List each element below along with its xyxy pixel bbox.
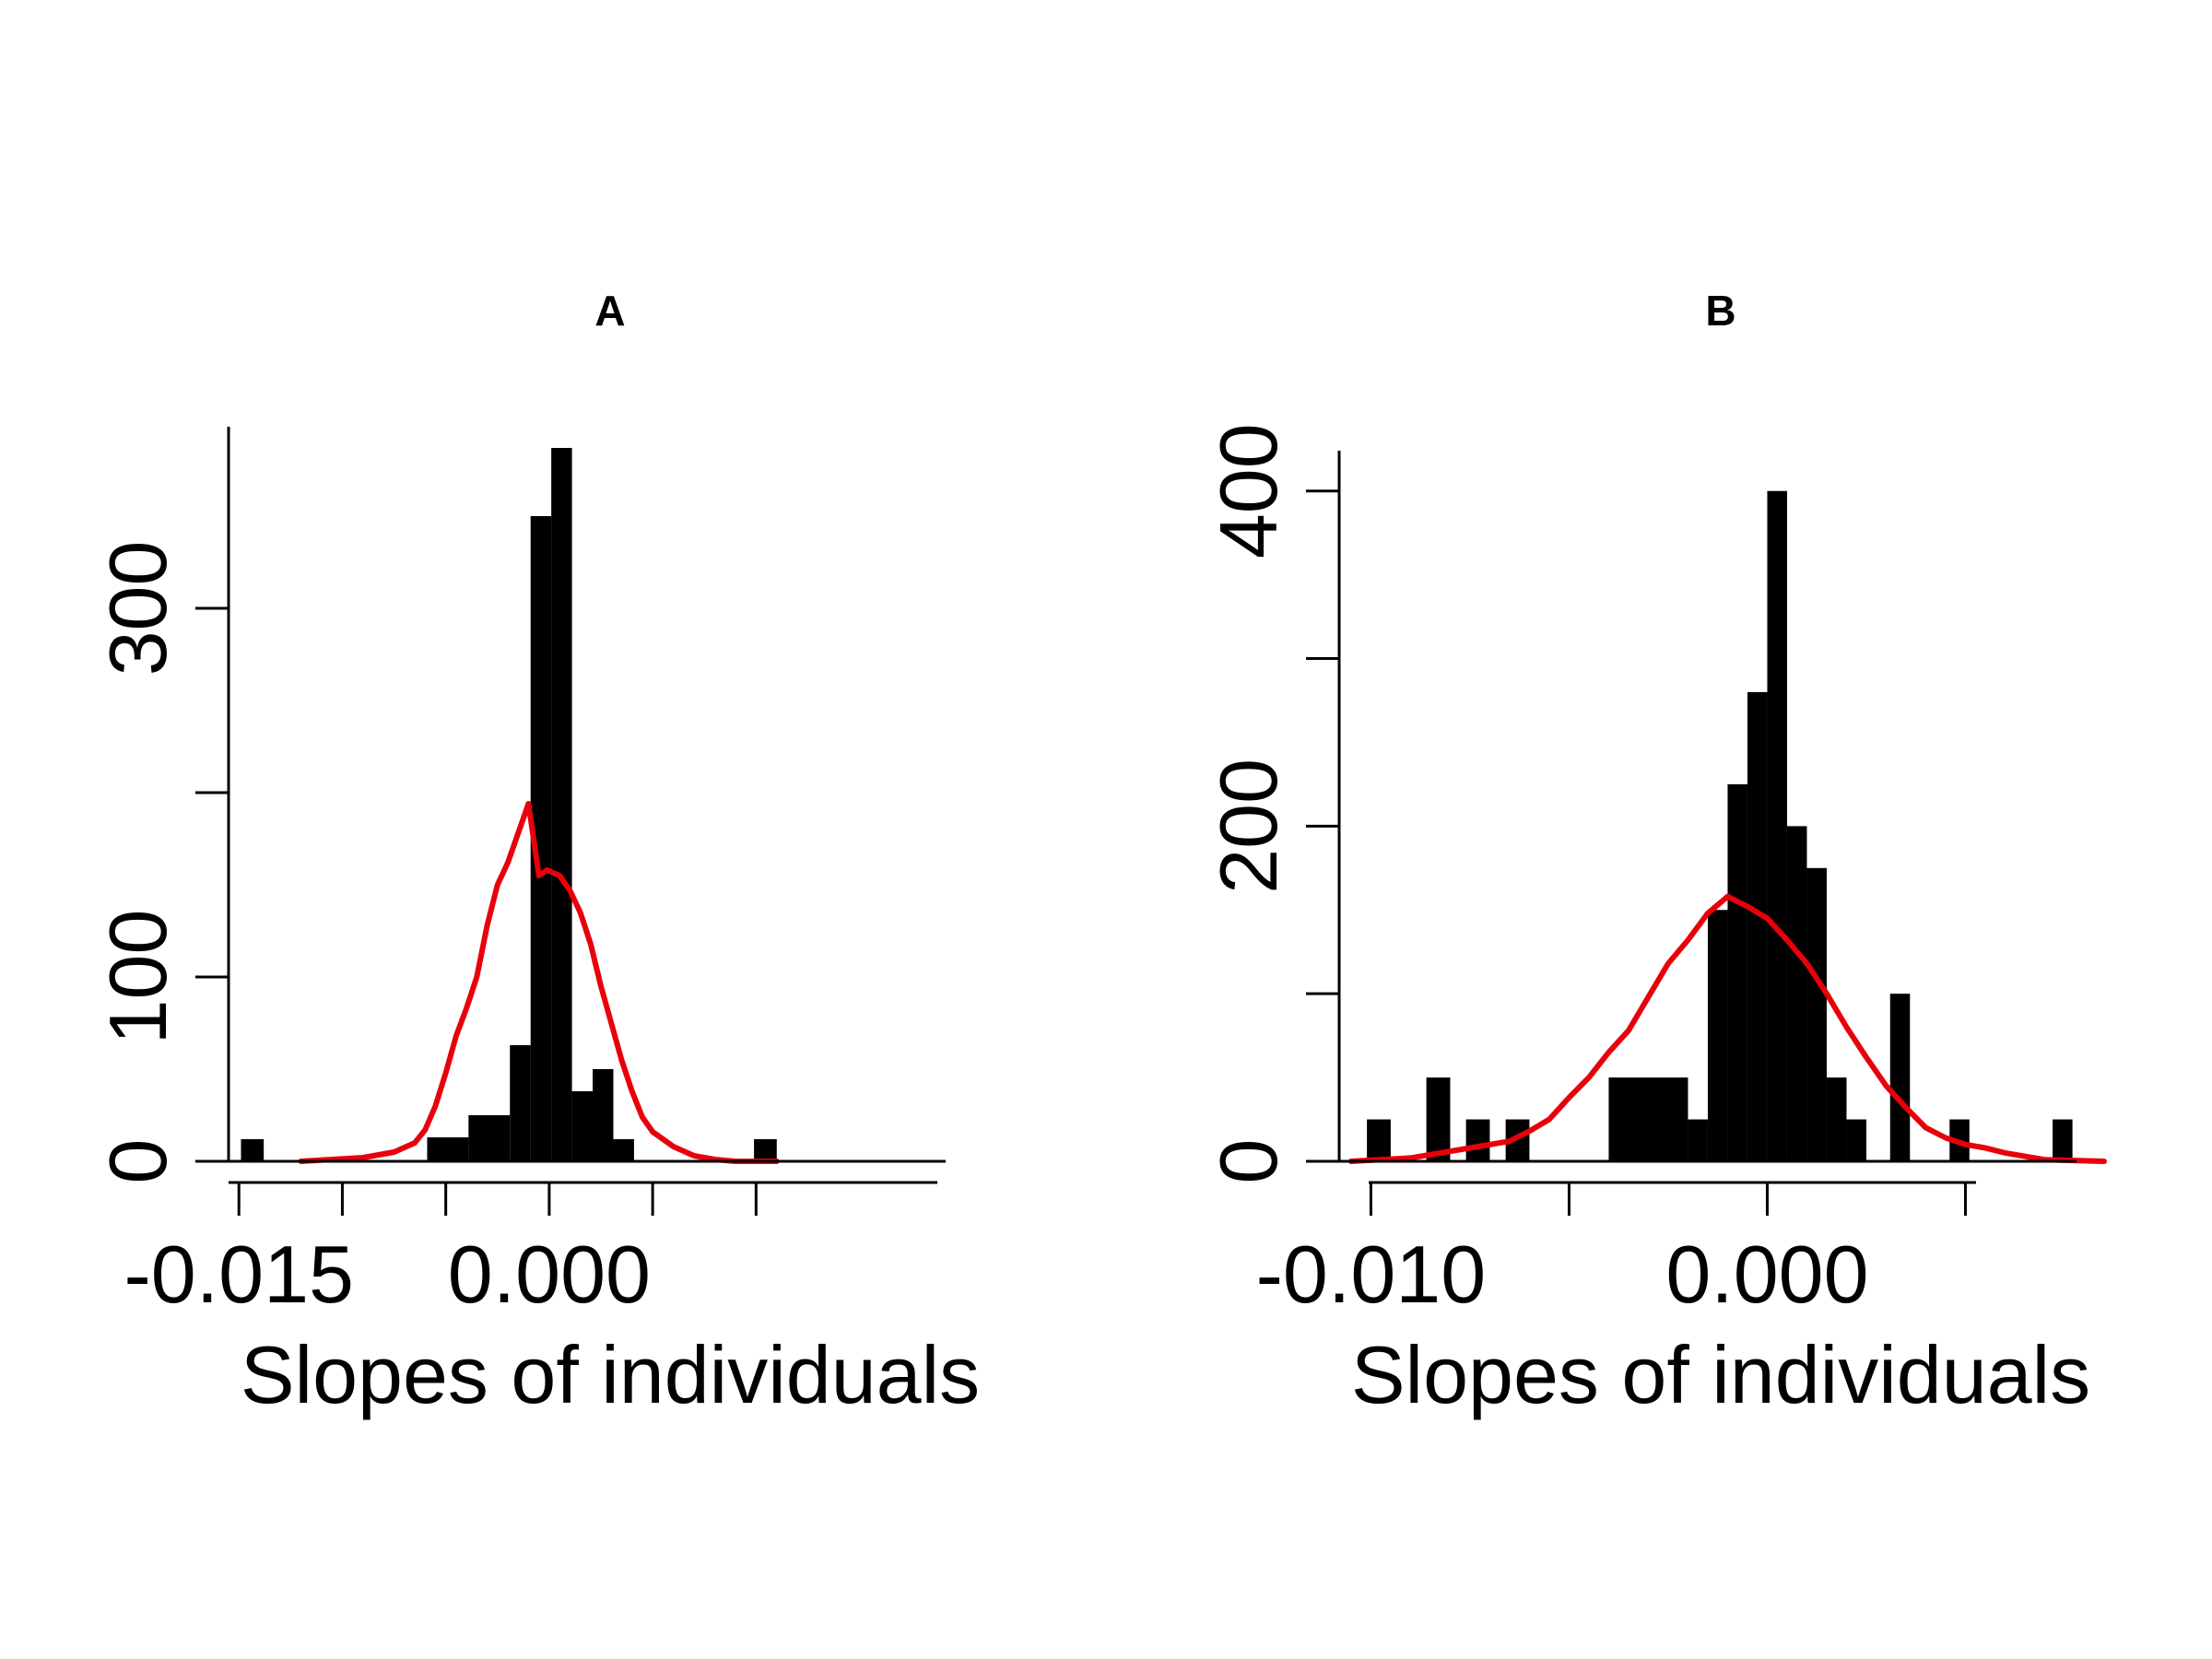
panel-b-histogram-bar-15 [1889, 994, 1911, 1161]
panel-b-histogram-bar-8 [1727, 783, 1747, 1161]
panel-b-y-tick-label: 200 [1203, 759, 1294, 894]
panel-b-histogram-bar-6 [1688, 1119, 1708, 1161]
panel-a-histogram-bar-9 [613, 1139, 634, 1161]
panel-b-histogram-bar-9 [1747, 691, 1768, 1161]
panel-b-density-curve [1347, 893, 2107, 1164]
panel-a-y-tick-label: 0 [92, 1139, 183, 1184]
panel-b-histogram-bar-11 [1786, 826, 1807, 1161]
panel-a-histogram-bar-8 [593, 1069, 614, 1161]
panel-a-histogram-bar-1 [241, 1139, 265, 1161]
panel-b-histogram-bar-3 [1465, 1119, 1490, 1161]
panel-a-x-tick-label: 0.000 [448, 1229, 651, 1320]
panel-b-x-axis-label: Slopes of individuals [1351, 1329, 2090, 1420]
panel-a-title: A [594, 287, 625, 335]
panel-a-x-axis-label: Slopes of individuals [241, 1329, 980, 1420]
panel-b-histogram-bar-5 [1608, 1077, 1688, 1161]
panel-b-histogram-bar-13 [1826, 1077, 1847, 1161]
panel-b-y-tick-label: 0 [1203, 1139, 1294, 1184]
panel-b: B Slopes of individuals -0.010 0.000 0 200 4… [1203, 287, 2107, 1420]
panel-a-histogram-bar-3 [468, 1115, 511, 1161]
panel-a-histogram-bar-2 [427, 1137, 469, 1161]
panel-b-y-tick-label: 400 [1203, 423, 1294, 559]
panel-b-x-tick-label: 0.000 [1665, 1229, 1868, 1320]
panel-a-histogram-bar-6 [551, 448, 572, 1161]
panel-a-histogram-bar-10 [754, 1139, 777, 1161]
panel-b-histogram-bar-17 [2053, 1119, 2073, 1161]
panel-a-histogram-bar-5 [530, 516, 552, 1161]
panel-a-y-tick-label: 100 [92, 910, 183, 1045]
panel-b-histogram-bar-10 [1767, 490, 1787, 1161]
panel-a-y-tick-label: 300 [92, 541, 183, 677]
panel-b-histogram-bar-7 [1707, 910, 1728, 1161]
panel-a-histogram-bar-4 [510, 1045, 531, 1161]
panel-b-histogram-bar-12 [1806, 867, 1827, 1161]
panel-a-histogram-bar-7 [571, 1091, 594, 1161]
panel-a-x-tick-label: -0.015 [124, 1229, 354, 1320]
panel-b-x-tick-label: -0.010 [1256, 1229, 1487, 1320]
panel-a: A Slopes of individuals -0.015 0.000 0 100 3… [92, 287, 980, 1420]
panel-b-histogram-bar-1 [1367, 1119, 1391, 1161]
panel-b-title: B [1705, 287, 1735, 335]
panel-b-histogram-bar-14 [1846, 1119, 1866, 1161]
panel-b-histogram-bar-2 [1426, 1077, 1451, 1161]
panel-a-density-curve [298, 801, 780, 1164]
